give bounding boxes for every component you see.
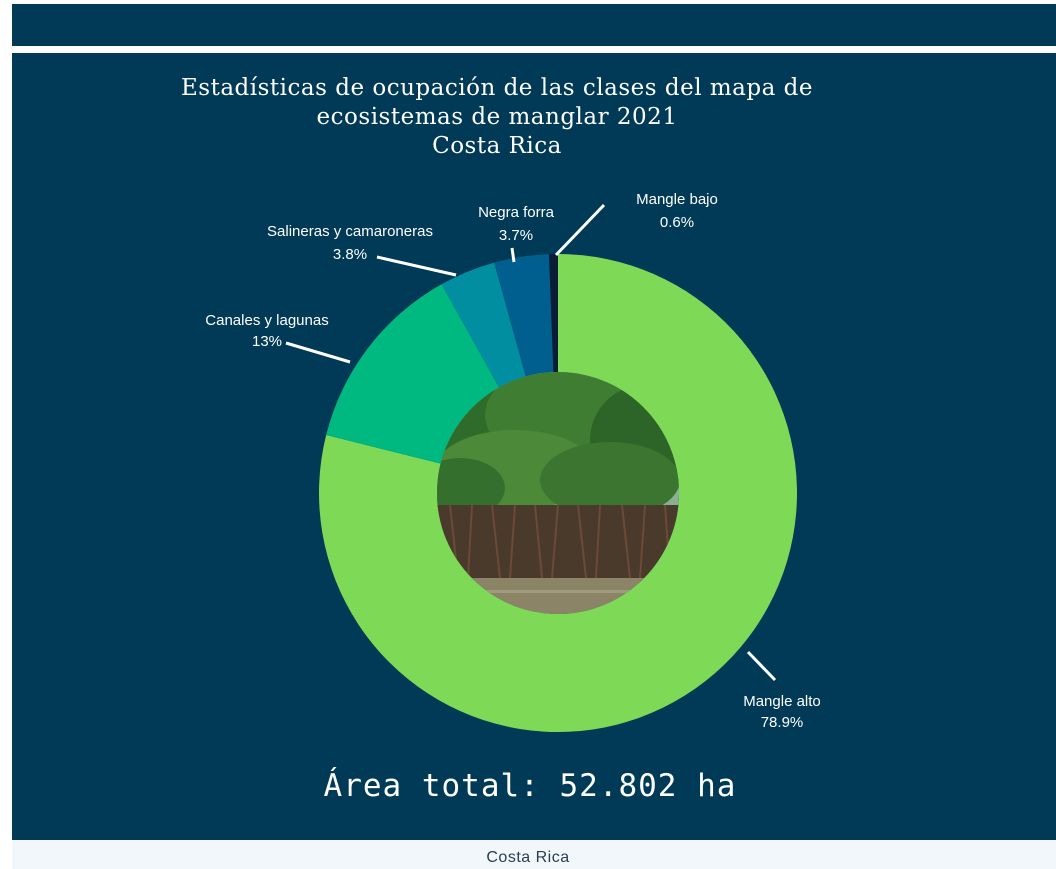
footer-label: Costa Rica (486, 849, 570, 866)
leader-line-negra-forra (510, 247, 516, 263)
label-name-mangle-alto: Mangle alto (743, 693, 821, 710)
slice-labels: Mangle alto 78.9% Canales y lagunas 13% … (205, 191, 820, 731)
donut-slices (319, 254, 798, 732)
footer-bar (12, 840, 1056, 869)
slice-salineras-y-camaroneras (441, 262, 526, 388)
chart-title: Estadísticas de ocupación de las clases … (181, 75, 813, 159)
slice-mangle-alto (319, 254, 798, 732)
top-band (12, 4, 1056, 46)
leader-line-mangle-bajo (554, 203, 606, 257)
slice-canales-y-lagunas (326, 284, 500, 464)
total-area-label: Área total: 52.802 ha (324, 768, 737, 804)
leader-line-mangle-alto (746, 650, 777, 682)
label-name-salineras: Salineras y camaroneras (267, 223, 433, 240)
label-pct-mangle-bajo: 0.6% (660, 214, 694, 231)
label-pct-mangle-alto: 78.9% (761, 714, 804, 731)
label-pct-canales: 13% (252, 333, 282, 350)
slice-negra-forra (494, 254, 554, 377)
leader-line-canales (285, 341, 351, 364)
title-line-3: Costa Rica (432, 133, 562, 159)
label-name-mangle-bajo: Mangle bajo (636, 191, 718, 208)
title-line-1: Estadísticas de ocupación de las clases … (181, 75, 813, 101)
label-name-canales: Canales y lagunas (205, 312, 328, 329)
label-name-negra-forra: Negra forra (478, 204, 555, 221)
label-pct-salineras: 3.8% (333, 246, 367, 263)
slice-mangle-bajo (548, 254, 558, 373)
label-pct-negra-forra: 3.7% (499, 227, 533, 244)
title-line-2: ecosistemas de manglar 2021 (317, 104, 678, 130)
leader-line-salineras (376, 255, 457, 277)
